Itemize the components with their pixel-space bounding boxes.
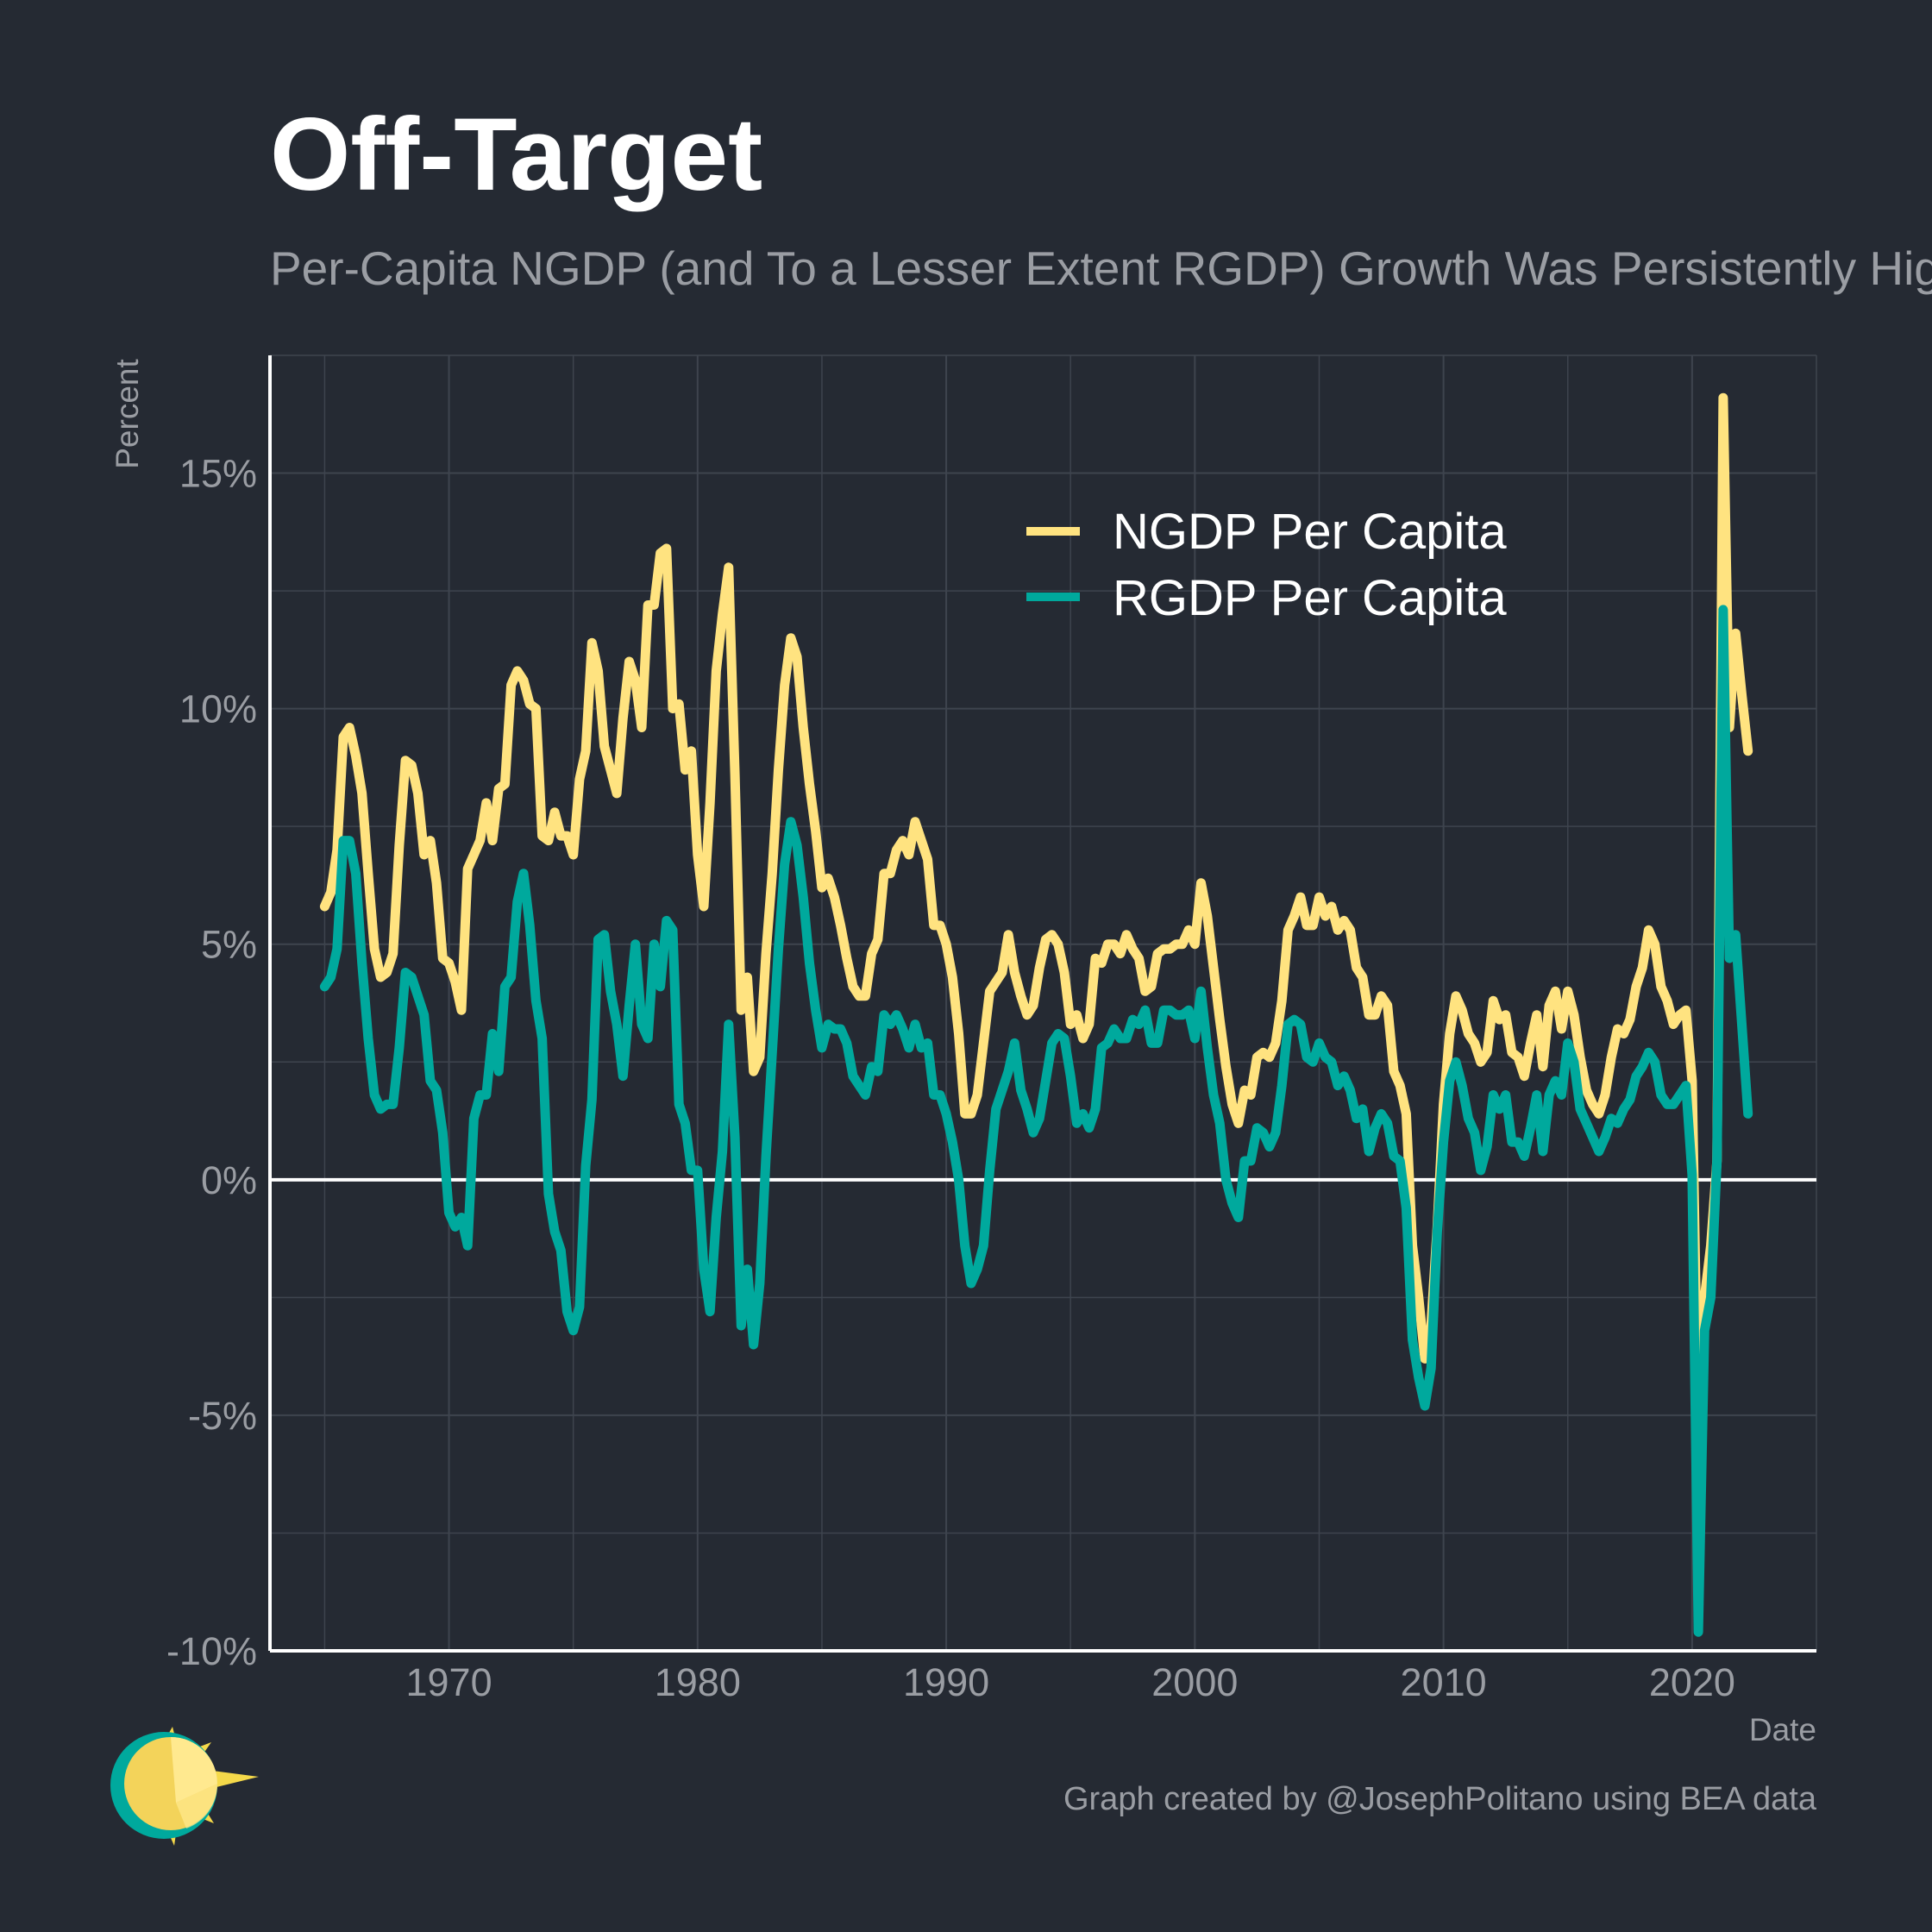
y-tick-label: 10% — [179, 687, 257, 731]
source-caption: Graph created by @JosephPolitano using B… — [1063, 1781, 1817, 1817]
legend: NGDP Per Capita RGDP Per Capita — [1026, 504, 1507, 626]
x-axis-title: Date — [1749, 1712, 1816, 1747]
chart-subtitle: Per-Capita NGDP (and To a Lesser Extent … — [270, 242, 1932, 295]
axes — [268, 355, 1816, 1653]
ngdp-per-capita-line — [319, 392, 1753, 1444]
x-tick-label: 2020 — [1649, 1660, 1735, 1704]
y-tick-label: 15% — [179, 452, 257, 496]
x-tick-label: 1990 — [903, 1660, 989, 1704]
x-tick-label: 2000 — [1151, 1660, 1238, 1704]
y-axis-title: Percent — [110, 359, 145, 469]
y-tick-label: -10% — [166, 1629, 257, 1673]
x-tick-label: 1980 — [655, 1660, 741, 1704]
legend-label-rgdp: RGDP Per Capita — [1113, 570, 1507, 626]
x-tick-label: 2010 — [1401, 1660, 1487, 1704]
series-lines — [319, 392, 1753, 1637]
legend-label-ngdp: NGDP Per Capita — [1113, 504, 1507, 560]
tick-labels: 1970 1980 1990 2000 2010 2020 -10% -5% 0% 5% 10% 15… — [166, 452, 1735, 1704]
x-tick-label: 1970 — [405, 1660, 492, 1704]
sun-logo-icon — [110, 1727, 259, 1846]
y-tick-label: 0% — [201, 1158, 257, 1202]
rgdp-per-capita-line — [319, 605, 1753, 1637]
y-tick-label: 5% — [201, 923, 257, 967]
y-tick-label: -5% — [188, 1394, 257, 1438]
chart-title: Off-Target — [270, 97, 762, 212]
